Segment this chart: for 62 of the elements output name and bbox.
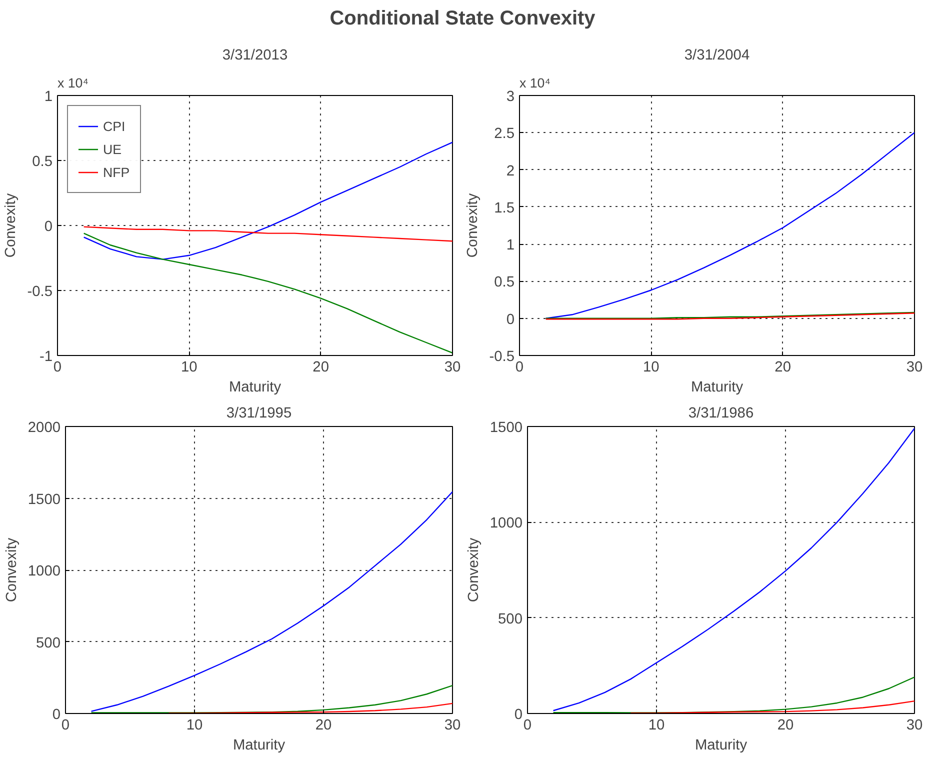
line-series (90, 684, 452, 714)
y-tick-label: 2.5 (494, 126, 514, 142)
text: x 10⁴ (58, 76, 89, 90)
chart-title: 3/31/2004 (684, 48, 750, 64)
y-tick-label: -0.5 (27, 284, 53, 300)
y-tick-label: -1 (39, 349, 53, 365)
y-tick-label: -0.5 (489, 349, 515, 365)
legend-label: UE (103, 142, 123, 156)
y-axis-title: Convexity (3, 192, 20, 258)
x-tick-label: 20 (774, 360, 791, 376)
y-tick-label: 1 (506, 238, 515, 254)
line-series (168, 702, 452, 714)
x-tick-label: 20 (315, 718, 332, 734)
y-axis-title: Convexity (466, 537, 482, 602)
line-series (552, 676, 914, 714)
y-tick-label: 1.5 (494, 200, 514, 216)
line-series (545, 132, 914, 319)
line-series (630, 700, 914, 714)
chart-title: 3/31/1995 (226, 406, 292, 422)
y-tick-label: 2 (506, 163, 515, 180)
x-tick-label: 30 (906, 718, 923, 734)
y-tick-label: 1500 (490, 420, 523, 436)
y-tick-label: 1000 (28, 564, 61, 580)
x-tick-label: 10 (181, 360, 198, 376)
line-series (90, 491, 452, 712)
x-tick-label: 10 (648, 718, 665, 734)
y-axis-title: Convexity (465, 192, 482, 258)
x-axis-title: Maturity (694, 738, 748, 754)
x-tick-label: 30 (906, 360, 923, 376)
x-axis-title: Maturity (232, 738, 286, 754)
x-axis-title: Maturity (228, 380, 282, 396)
y-tick-label: 1500 (28, 492, 61, 508)
x-tick-label: 20 (312, 360, 329, 376)
y-tick-label: 0.5 (32, 154, 52, 170)
legend-label: NFP (103, 164, 130, 180)
chart-title: 3/31/1986 (688, 406, 754, 422)
y-tick-label: 0 (52, 707, 61, 723)
y-tick-label: 3 (506, 89, 515, 105)
y-tick-label: 500 (498, 611, 523, 628)
y-tick-label: 0.5 (494, 274, 514, 291)
y-tick-label: 0 (506, 312, 515, 328)
x-tick-label: 30 (444, 360, 461, 376)
y-tick-label: 2000 (28, 420, 61, 436)
x-tick-label: 10 (643, 360, 660, 376)
y-tick-label: 0 (514, 707, 523, 723)
x-axis-title: Maturity (690, 380, 744, 396)
line-series (83, 232, 452, 354)
x-tick-label: 30 (444, 718, 461, 734)
x-tick-label: 20 (777, 718, 794, 734)
text: Conditional State Convexity (330, 8, 596, 30)
legend-label: CPI (103, 118, 126, 134)
line-series (83, 142, 452, 260)
y-tick-label: 1 (44, 89, 53, 105)
line-series (83, 226, 452, 242)
y-tick-label: 1000 (490, 516, 523, 532)
x-tick-label: 10 (186, 718, 203, 734)
text: x 10⁴ (520, 76, 551, 90)
line-series (552, 428, 914, 712)
y-tick-label: 0 (44, 219, 53, 235)
y-axis-title: Convexity (4, 537, 20, 602)
chart-title: 3/31/2013 (222, 48, 288, 64)
y-tick-label: 500 (36, 635, 61, 652)
